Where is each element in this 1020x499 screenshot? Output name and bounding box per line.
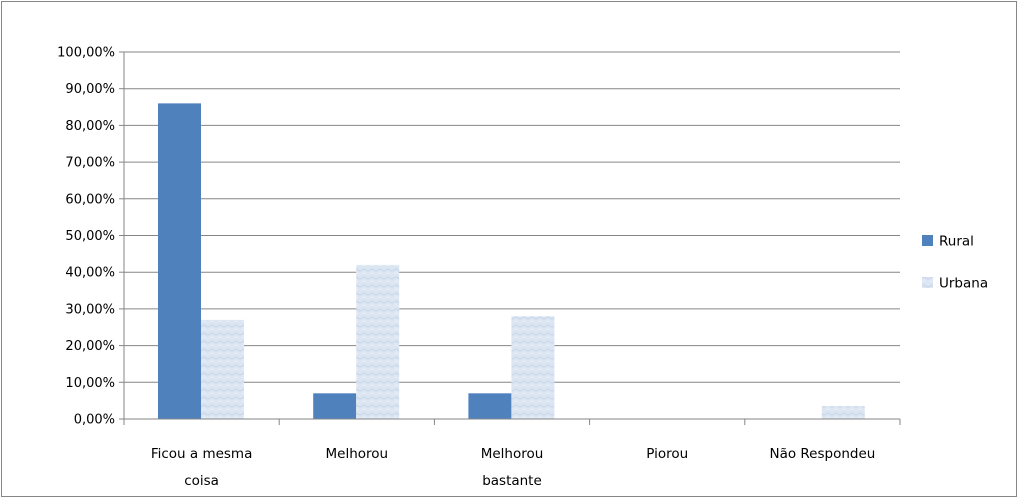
category-label: Não Respondeu <box>769 446 875 462</box>
bar-rural <box>158 103 201 419</box>
legend-swatch-urbana <box>922 277 933 288</box>
legend-label-rural: Rural <box>939 234 974 250</box>
legend-swatch-rural <box>922 235 933 246</box>
bar-rural <box>468 393 512 419</box>
gridlines <box>124 51 900 383</box>
bar-urbana <box>201 319 244 419</box>
category-label: Melhorou <box>326 446 389 462</box>
legend: Rural Urbana <box>922 234 988 292</box>
y-tick-label: 70,00% <box>65 156 115 171</box>
bars <box>158 103 865 419</box>
y-tick-label: 90,00% <box>65 82 115 97</box>
y-tick-label: 60,00% <box>65 192 115 207</box>
category-label: Piorou <box>646 446 688 462</box>
category-label: coisa <box>184 473 219 489</box>
x-axis: Ficou a mesma coisa Melhorou Melhorou bastan… <box>123 418 901 489</box>
bar-urbana <box>356 264 400 419</box>
y-tick-label: 100,00% <box>57 46 115 61</box>
category-label: Melhorou <box>481 446 544 462</box>
bar-urbana <box>511 316 555 419</box>
y-tick-label: 0,00% <box>74 413 115 428</box>
category-label: bastante <box>482 473 542 489</box>
y-tick-label: 20,00% <box>65 339 115 354</box>
y-tick-label: 40,00% <box>65 266 115 281</box>
category-label: Ficou a mesma <box>151 446 253 462</box>
y-axis: 0,00% 10,00% 20,00% 30,00% 40,00% 50,00% 60,00… <box>57 46 125 428</box>
legend-label-urbana: Urbana <box>939 276 988 292</box>
y-tick-label: 10,00% <box>65 376 115 391</box>
y-tick-label: 50,00% <box>65 229 115 244</box>
bar-rural <box>313 393 357 419</box>
y-tick-label: 30,00% <box>65 302 115 317</box>
bar-urbana <box>821 406 865 419</box>
y-tick-label: 80,00% <box>65 119 115 134</box>
